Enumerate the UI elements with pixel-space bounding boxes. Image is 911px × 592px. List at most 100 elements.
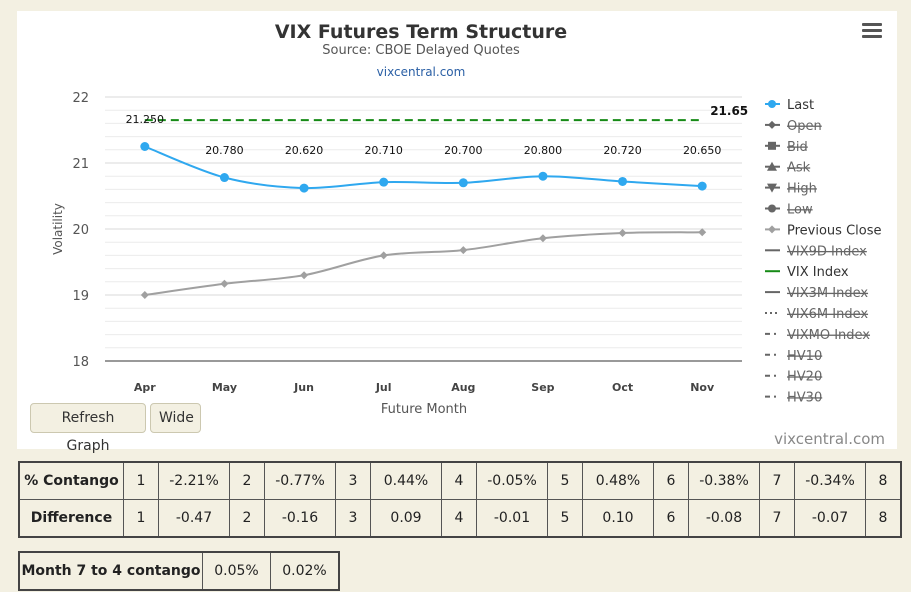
- data-label: 20.720: [603, 144, 642, 157]
- row-header: % Contango: [18, 461, 124, 500]
- table-cell: 0.02%: [270, 551, 340, 591]
- chart-subtitle: Source: CBOE Delayed Quotes: [322, 43, 520, 58]
- y-tick-label: 18: [72, 355, 89, 370]
- x-axis-title: Future Month: [381, 402, 467, 417]
- legend-item[interactable]: High: [765, 182, 817, 197]
- legend-label: VIX6M Index: [787, 307, 868, 322]
- previous-close-point: [300, 271, 309, 280]
- legend-item[interactable]: VIX6M Index: [765, 307, 868, 322]
- y-axis-title: Volatility: [51, 203, 65, 255]
- chart-card: VIX Futures Term Structure Source: CBOE D…: [17, 11, 897, 454]
- legend-item[interactable]: Open: [765, 119, 822, 134]
- table-cell: 5: [547, 499, 583, 538]
- table-cell: 8: [865, 499, 902, 538]
- legend-label: Bid: [787, 140, 808, 155]
- legend-label: VIX3M Index: [787, 286, 868, 301]
- table-cell: 4: [441, 499, 477, 538]
- legend-circle-icon: [768, 204, 776, 213]
- table-cell: -0.38%: [688, 461, 760, 500]
- table-cell: 6: [653, 461, 689, 500]
- legend-label: VIX9D Index: [787, 244, 867, 259]
- legend-diamond-icon: [768, 120, 776, 129]
- legend-label: Previous Close: [787, 223, 882, 238]
- legend-label: Last: [787, 98, 814, 113]
- legend-item[interactable]: Low: [765, 203, 813, 218]
- legend-label: Ask: [787, 161, 811, 176]
- previous-close-point: [538, 234, 547, 243]
- last-point: [458, 178, 468, 188]
- previous-close-point: [379, 251, 388, 260]
- vix-index-label: 21.65: [710, 104, 748, 118]
- previous-close-line: [144, 231, 703, 296]
- previous-close-point: [698, 228, 707, 237]
- last-point: [219, 173, 229, 183]
- legend-label: Low: [787, 203, 813, 218]
- last-point: [618, 176, 628, 186]
- legend-item[interactable]: HV20: [765, 370, 822, 385]
- refresh-graph-button[interactable]: Refresh Graph: [30, 403, 146, 454]
- table-cell: -0.07: [794, 499, 866, 538]
- menu-icon[interactable]: [862, 23, 882, 41]
- table-cell: 2: [229, 499, 265, 538]
- y-tick-label: 22: [72, 91, 89, 106]
- table-cell: 2: [229, 461, 265, 500]
- table-cell: -0.16: [264, 499, 336, 538]
- x-tick-label: May: [212, 381, 237, 394]
- table-cell: -0.01: [476, 499, 548, 538]
- legend-item[interactable]: VIX3M Index: [765, 286, 868, 301]
- legend-item[interactable]: HV30: [765, 391, 822, 406]
- table-cell: 1: [123, 499, 159, 538]
- legend-item[interactable]: HV10: [765, 349, 822, 364]
- legend-item[interactable]: Last: [765, 98, 814, 113]
- legend-label: HV20: [787, 370, 822, 385]
- x-tick-label: Nov: [690, 381, 715, 394]
- legend-item[interactable]: Ask: [765, 161, 811, 176]
- brand-watermark: vixcentral.com: [774, 430, 885, 448]
- previous-close-point: [140, 291, 149, 299]
- table-cell: 0.44%: [370, 461, 442, 500]
- legend-label: VIX Index: [787, 265, 849, 280]
- x-tick-label: Aug: [451, 381, 475, 394]
- legend-diamond-icon: [768, 225, 776, 234]
- last-point: [697, 181, 707, 191]
- legend-label: High: [787, 182, 817, 197]
- legend-label: HV10: [787, 349, 822, 364]
- legend-item[interactable]: VIX Index: [765, 265, 849, 280]
- legend-item[interactable]: Previous Close: [765, 223, 882, 238]
- wide-button[interactable]: Wide: [150, 403, 201, 433]
- table-cell: 5: [547, 461, 583, 500]
- table-cell: -0.77%: [264, 461, 336, 500]
- table-cell: 0.10: [582, 499, 654, 538]
- table-row: Difference 1 -0.47 2 -0.16 3 0.09 4 -0.01 5 0.10 6-…: [18, 499, 902, 538]
- y-tick-label: 19: [72, 289, 89, 304]
- data-label: 20.700: [444, 144, 483, 157]
- table-cell: 7: [759, 461, 795, 500]
- table-cell: 3: [335, 461, 371, 500]
- table-row: % Contango 1 -2.21% 2 -0.77% 3 0.44% 4 -0.05% 5 0.…: [18, 461, 902, 500]
- table-cell: 0.48%: [582, 461, 654, 500]
- source-link: vixcentral.com: [377, 65, 466, 79]
- x-tick-label: Sep: [531, 381, 554, 394]
- legend-item[interactable]: VIX9D Index: [765, 244, 867, 259]
- data-label: 21.250: [126, 113, 165, 126]
- table-cell: 0.05%: [202, 551, 271, 591]
- x-tick-label: Oct: [612, 381, 633, 394]
- previous-close-point: [220, 279, 229, 288]
- legend-square-icon: [768, 141, 776, 150]
- legend-item[interactable]: Bid: [765, 140, 808, 155]
- table-cell: 7: [759, 499, 795, 538]
- data-label: 20.650: [683, 144, 722, 157]
- table-cell: -2.21%: [158, 461, 230, 500]
- legend-label: HV30: [787, 391, 822, 406]
- contango-table: % Contango 1 -2.21% 2 -0.77% 3 0.44% 4 -0.05% 5 0.…: [18, 461, 902, 538]
- last-point: [140, 142, 150, 151]
- y-tick-label: 20: [72, 223, 89, 238]
- table-cell: 3: [335, 499, 371, 538]
- legend-label: VIXMO Index: [787, 328, 870, 343]
- last-point: [538, 171, 548, 181]
- legend-item[interactable]: VIXMO Index: [765, 328, 870, 343]
- x-tick-label: Jul: [375, 381, 392, 394]
- legend-triangle-down-icon: [767, 183, 777, 193]
- legend-circle-icon: [768, 100, 776, 108]
- x-tick-label: Apr: [134, 381, 156, 394]
